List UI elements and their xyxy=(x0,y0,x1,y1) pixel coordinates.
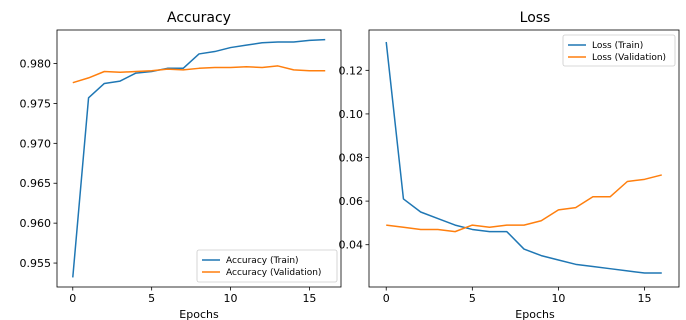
loss-x-tick-label: 10 xyxy=(551,292,565,305)
accuracy-chart: Accuracy Epochs 0 5 10 15 0.955 0.960 0.965 0.9… xyxy=(20,10,342,320)
accuracy-chart-title: Accuracy xyxy=(167,10,231,26)
accuracy-y-tick-label: 0.960 xyxy=(20,217,52,230)
accuracy-y-tick-label: 0.965 xyxy=(20,177,52,190)
loss-x-axis-label: Epochs xyxy=(515,308,555,320)
loss-y-tick-label: 0.08 xyxy=(339,152,364,165)
accuracy-axes-frame xyxy=(56,29,342,288)
accuracy-y-tick-label: 0.975 xyxy=(20,97,52,110)
loss-y-tick-label: 0.04 xyxy=(339,239,364,252)
loss-legend: Loss (Train) Loss (Validation) xyxy=(562,34,676,67)
accuracy-y-tick-label: 0.970 xyxy=(20,137,52,150)
accuracy-legend: Accuracy (Train) Accuracy (Validation) xyxy=(196,249,338,283)
loss-chart: Loss Epochs 0 5 10 15 0.04 0.06 0.08 0.10 0.12 Lo… xyxy=(339,10,680,320)
loss-axes-frame xyxy=(368,29,680,288)
loss-x-tick-label: 0 xyxy=(383,292,390,305)
loss-legend-label: Loss (Train) xyxy=(592,41,643,51)
accuracy-series-line-validation xyxy=(72,65,326,84)
accuracy-x-tick-label: 0 xyxy=(69,292,76,305)
loss-y-tick-label: 0.12 xyxy=(339,64,364,77)
loss-series-line-validation xyxy=(386,174,662,233)
loss-legend-box xyxy=(562,34,676,67)
loss-y-tick-label: 0.10 xyxy=(339,108,364,121)
accuracy-y-tick-label: 0.980 xyxy=(20,58,52,71)
loss-x-tick-label: 5 xyxy=(469,292,476,305)
loss-series-line-train xyxy=(385,41,662,274)
loss-x-tick-label: 15 xyxy=(638,292,652,305)
loss-legend-label: Loss (Validation) xyxy=(592,53,666,63)
accuracy-series-line-train xyxy=(72,38,326,278)
accuracy-x-tick-label: 5 xyxy=(148,292,155,305)
accuracy-x-axis-label: Epochs xyxy=(179,308,219,320)
accuracy-x-tick-label: 15 xyxy=(302,292,316,305)
loss-y-tick-label: 0.06 xyxy=(339,195,364,208)
loss-chart-title: Loss xyxy=(520,10,551,26)
accuracy-legend-box xyxy=(196,249,338,283)
accuracy-x-tick-label: 10 xyxy=(224,292,238,305)
accuracy-y-tick-label: 0.955 xyxy=(20,257,52,270)
accuracy-legend-label: Accuracy (Train) xyxy=(226,256,299,266)
accuracy-legend-label: Accuracy (Validation) xyxy=(226,268,321,278)
